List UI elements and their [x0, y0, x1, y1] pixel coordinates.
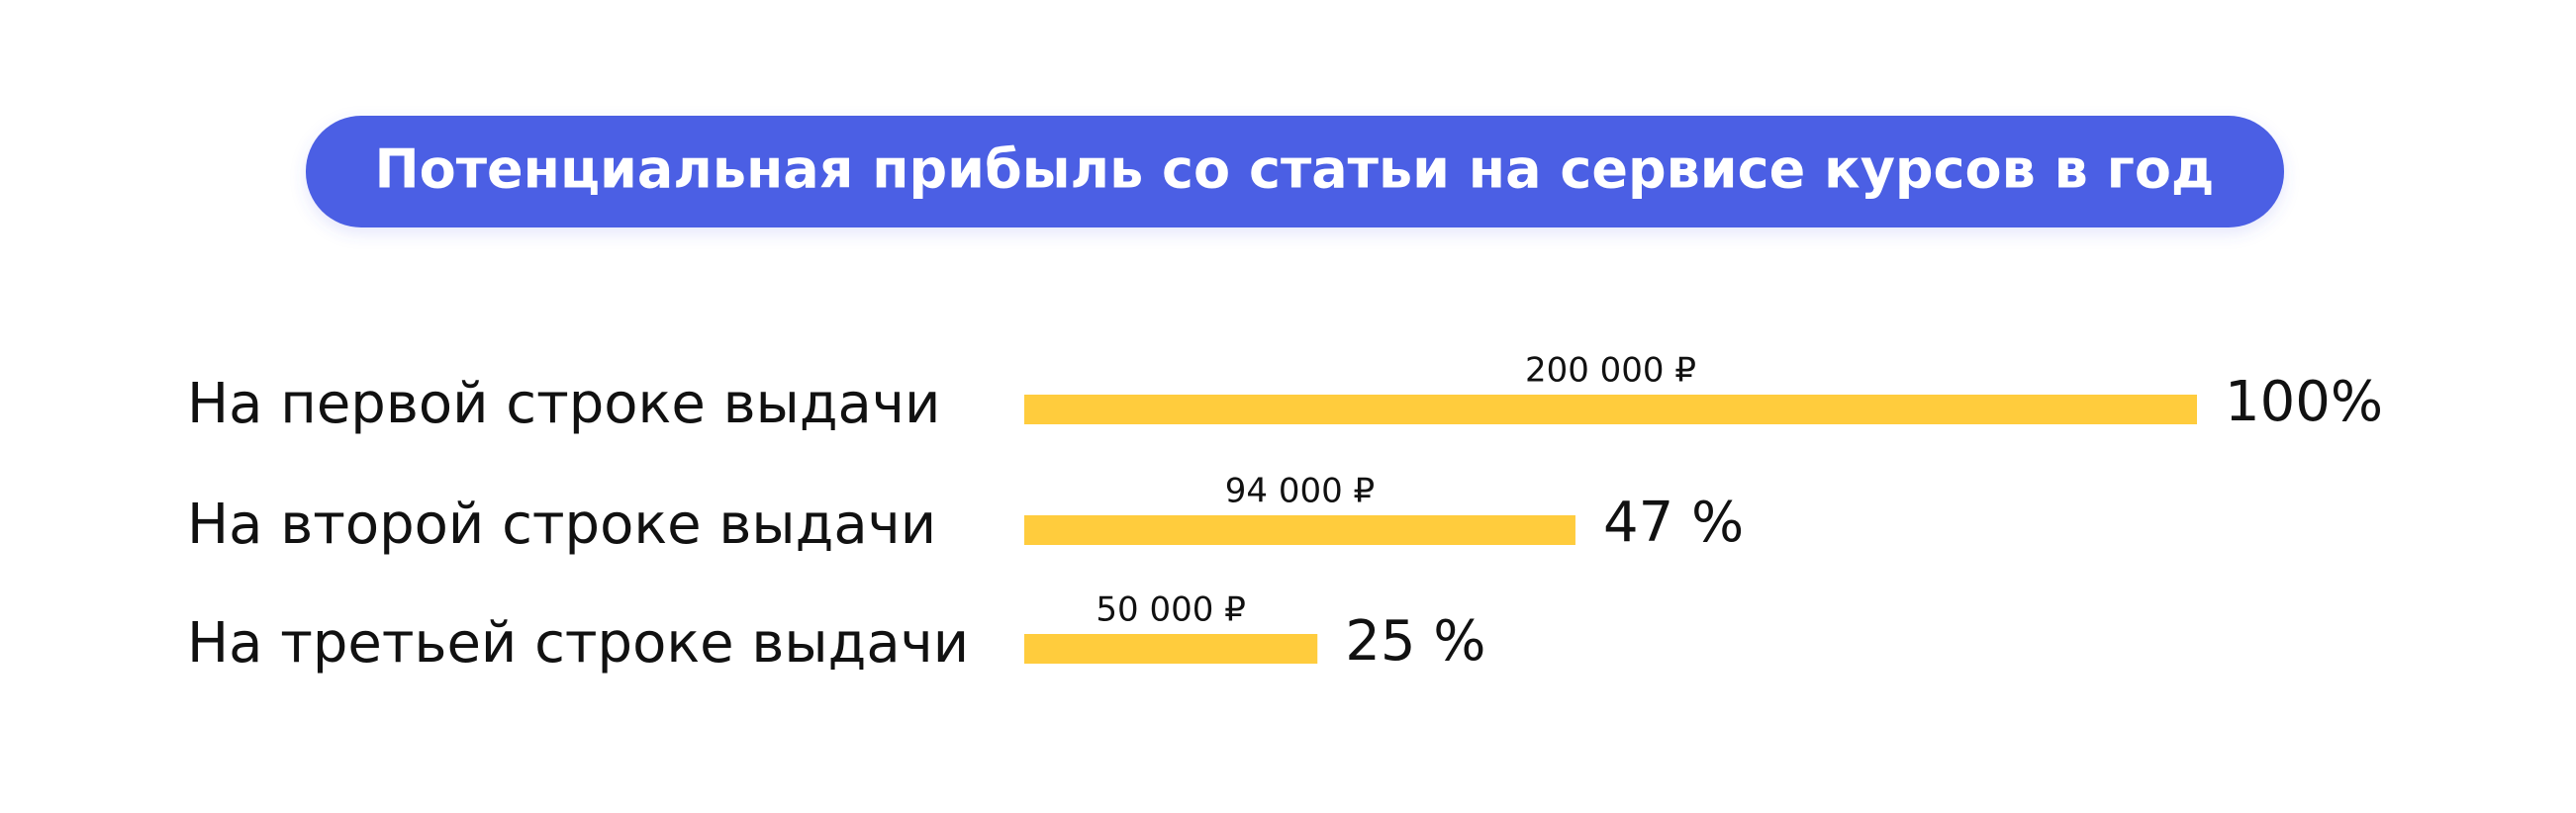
bar	[1024, 634, 1318, 664]
value-label: 94 000 ₽	[1225, 472, 1375, 511]
value-label: 200 000 ₽	[1525, 351, 1696, 391]
percent-label: 100%	[2225, 370, 2383, 434]
chart-title: Потенциальная прибыль со статьи на серви…	[374, 138, 2214, 201]
category-label: На третьей строке выдачи	[187, 611, 969, 676]
percent-label: 25 %	[1345, 609, 1485, 674]
bar	[1024, 515, 1575, 545]
bar	[1024, 395, 2197, 424]
percent-label: 47 %	[1603, 491, 1744, 555]
category-label: На первой строке выдачи	[187, 372, 940, 436]
title-pill	[306, 116, 2284, 227]
category-label: На второй строке выдачи	[187, 493, 936, 557]
value-label: 50 000 ₽	[1096, 590, 1245, 630]
